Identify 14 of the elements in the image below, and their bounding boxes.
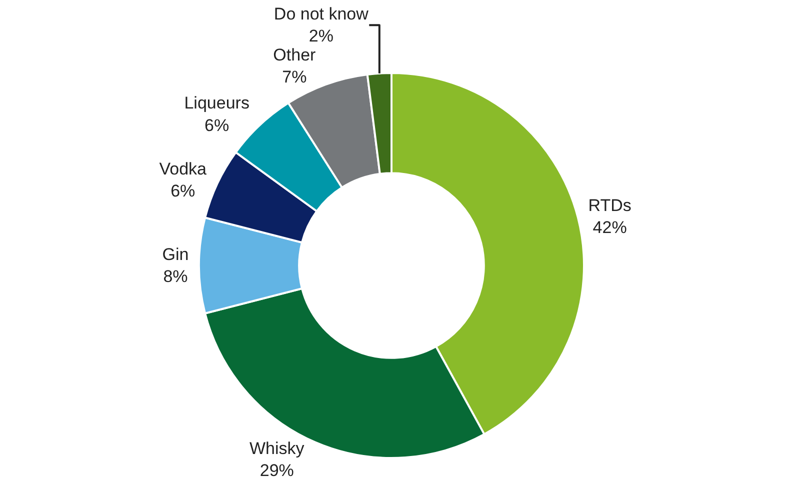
slice-label: Do not know [274, 4, 370, 24]
slice-label: Vodka [159, 159, 208, 178]
slice-label: RTDs [588, 196, 632, 215]
data-label: 8% [163, 267, 188, 286]
slice-label: Whisky [249, 438, 305, 458]
data-label: 2% [308, 26, 334, 46]
data-label: 6% [204, 116, 230, 135]
data-label: 7% [282, 68, 307, 87]
slice-label: Liqueurs [184, 94, 250, 113]
data-label: 29% [260, 461, 294, 480]
data-label: 42% [592, 218, 627, 237]
slice-label: Other [273, 46, 316, 65]
data-label: 6% [170, 181, 196, 200]
slice-label: Gin [162, 244, 189, 264]
